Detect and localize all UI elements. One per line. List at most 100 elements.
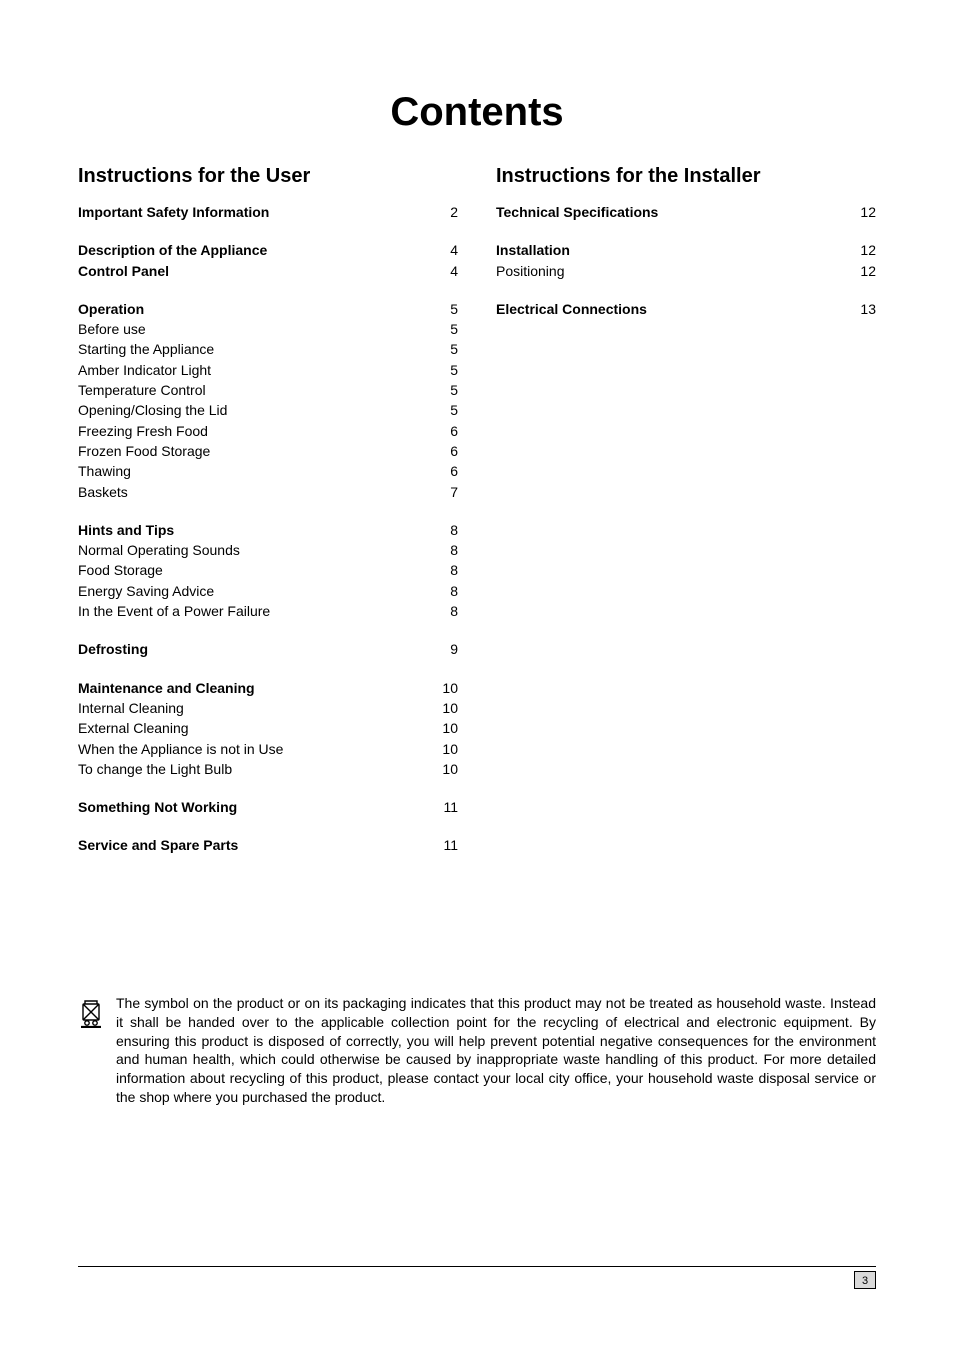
toc-page: 8	[450, 581, 458, 601]
page: Contents Instructions for the User Impor…	[0, 0, 954, 1349]
toc-label: Important Safety Information	[78, 202, 269, 222]
toc-label: Thawing	[78, 461, 131, 481]
toc-row: Amber Indicator Light 5	[78, 360, 458, 380]
toc-group: Description of the Appliance4Control Pan…	[78, 240, 458, 281]
toc-row: When the Appliance is not in Use 10	[78, 739, 458, 759]
toc-row: Temperature Control 5	[78, 380, 458, 400]
toc-columns: Instructions for the User Important Safe…	[78, 165, 876, 874]
toc-page: 8	[450, 520, 458, 540]
toc-page: 13	[860, 299, 876, 319]
toc-page: 5	[450, 339, 458, 359]
toc-row: Opening/Closing the Lid 5	[78, 400, 458, 420]
toc-page: 11	[443, 797, 458, 817]
toc-row: To change the Light Bulb10	[78, 759, 458, 779]
toc-page: 6	[450, 441, 458, 461]
toc-row: Starting the Appliance 5	[78, 339, 458, 359]
right-groups: Technical Specifications12Installation12…	[496, 202, 876, 319]
toc-page: 5	[450, 299, 458, 319]
toc-page: 5	[450, 360, 458, 380]
toc-page: 10	[442, 678, 458, 698]
toc-label: In the Event of a Power Failure	[78, 601, 270, 621]
footer: 3	[78, 1266, 876, 1289]
toc-group: Hints and Tips8Normal Operating Sounds8F…	[78, 520, 458, 621]
toc-row: Defrosting 9	[78, 639, 458, 659]
toc-row: Frozen Food Storage 6	[78, 441, 458, 461]
toc-row: Important Safety Information2	[78, 202, 458, 222]
toc-row: Hints and Tips 8	[78, 520, 458, 540]
toc-row: Control Panel 4	[78, 261, 458, 281]
toc-page: 6	[450, 421, 458, 441]
toc-page: 4	[450, 240, 458, 260]
toc-row: Energy Saving Advice 8	[78, 581, 458, 601]
disclaimer-text: The symbol on the product or on its pack…	[116, 994, 876, 1107]
toc-page: 8	[450, 601, 458, 621]
toc-label: Positioning	[496, 261, 565, 281]
toc-label: Technical Specifications	[496, 202, 658, 222]
toc-label: Energy Saving Advice	[78, 581, 214, 601]
toc-group: Technical Specifications 12	[496, 202, 876, 222]
toc-row: Service and Spare Parts 11	[78, 835, 458, 855]
toc-label: Opening/Closing the Lid	[78, 400, 227, 420]
left-heading: Instructions for the User	[78, 165, 458, 188]
toc-label: Frozen Food Storage	[78, 441, 210, 461]
toc-row: Thawing 6	[78, 461, 458, 481]
toc-row: Baskets7	[78, 482, 458, 502]
footer-rule	[78, 1266, 876, 1267]
page-number: 3	[854, 1271, 876, 1289]
toc-page: 11	[443, 835, 458, 855]
toc-label: Service and Spare Parts	[78, 835, 238, 855]
toc-page: 12	[860, 240, 876, 260]
toc-label: To change the Light Bulb	[78, 759, 232, 779]
toc-label: Freezing Fresh Food	[78, 421, 208, 441]
toc-page: 5	[450, 319, 458, 339]
left-groups: Important Safety Information2 Description…	[78, 202, 458, 856]
toc-group: Operation5Before use5Starting the Applia…	[78, 299, 458, 502]
toc-label: Temperature Control	[78, 380, 206, 400]
toc-page: 12	[860, 202, 876, 222]
toc-page: 6	[450, 461, 458, 481]
toc-label: Operation	[78, 299, 144, 319]
toc-row: Something Not Working 11	[78, 797, 458, 817]
toc-row: Operation 5	[78, 299, 458, 319]
toc-row: Positioning 12	[496, 261, 876, 281]
toc-page: 4	[450, 261, 458, 281]
toc-group: Installation12Positioning 12	[496, 240, 876, 281]
toc-row: External Cleaning10	[78, 718, 458, 738]
toc-label: Amber Indicator Light	[78, 360, 211, 380]
toc-group: Something Not Working 11	[78, 797, 458, 817]
toc-page: 8	[450, 540, 458, 560]
toc-row: Food Storage8	[78, 560, 458, 580]
toc-label: Normal Operating Sounds	[78, 540, 240, 560]
page-title: Contents	[78, 90, 876, 135]
toc-label: Hints and Tips	[78, 520, 174, 540]
toc-page: 9	[450, 639, 458, 659]
toc-label: External Cleaning	[78, 718, 189, 738]
toc-label: Baskets	[78, 482, 128, 502]
toc-row: Electrical Connections 13	[496, 299, 876, 319]
toc-label: Control Panel	[78, 261, 169, 281]
toc-label: Defrosting	[78, 639, 148, 659]
toc-row: Installation12	[496, 240, 876, 260]
toc-label: When the Appliance is not in Use	[78, 739, 283, 759]
toc-row: Freezing Fresh Food 6	[78, 421, 458, 441]
toc-label: Internal Cleaning	[78, 698, 184, 718]
toc-group: Electrical Connections 13	[496, 299, 876, 319]
toc-row: Maintenance and Cleaning10	[78, 678, 458, 698]
toc-group: Service and Spare Parts 11	[78, 835, 458, 855]
toc-label: Electrical Connections	[496, 299, 647, 319]
toc-row: Description of the Appliance4	[78, 240, 458, 260]
toc-page: 5	[450, 380, 458, 400]
weee-icon	[78, 996, 106, 1033]
toc-row: In the Event of a Power Failure 8	[78, 601, 458, 621]
toc-label: Starting the Appliance	[78, 339, 214, 359]
toc-label: Before use	[78, 319, 146, 339]
toc-page: 8	[450, 560, 458, 580]
toc-group: Maintenance and Cleaning10Internal Clean…	[78, 678, 458, 779]
toc-page: 12	[860, 261, 876, 281]
toc-page: 10	[442, 739, 458, 759]
toc-row: Before use 5	[78, 319, 458, 339]
toc-label: Something Not Working	[78, 797, 237, 817]
left-column: Instructions for the User Important Safe…	[78, 165, 458, 874]
toc-page: 5	[450, 400, 458, 420]
right-column: Instructions for the Installer Technical…	[496, 165, 876, 874]
